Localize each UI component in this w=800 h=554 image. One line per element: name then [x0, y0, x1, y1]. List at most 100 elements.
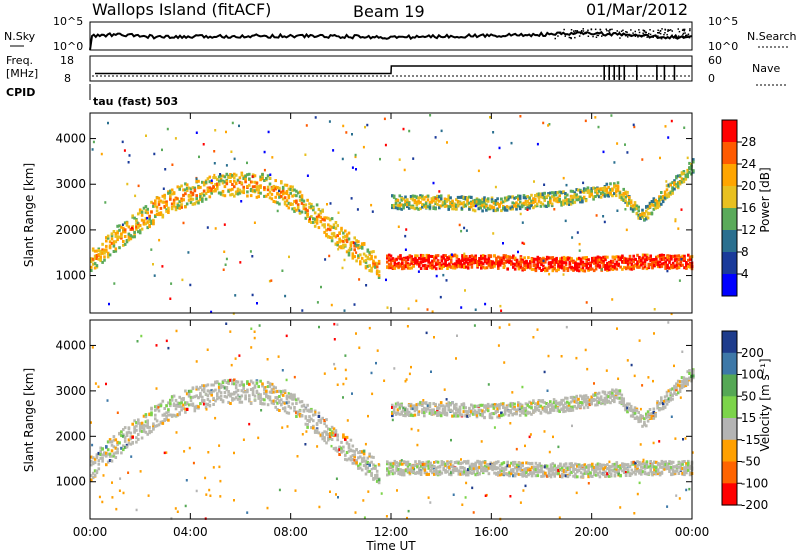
heatmap-cell	[406, 464, 410, 468]
heatmap-cell	[213, 173, 216, 177]
heatmap-cell	[201, 384, 204, 388]
heatmap-cell	[519, 469, 523, 473]
heatmap-cell	[234, 380, 238, 383]
heatmap-cell	[692, 169, 695, 173]
heatmap-cell	[418, 460, 421, 464]
nsearch-point	[676, 37, 678, 40]
heatmap-cell	[599, 192, 603, 195]
heatmap-cell	[602, 259, 605, 263]
heatmap-cell	[513, 262, 517, 266]
heatmap-cell	[122, 444, 125, 448]
heatmap-cell	[550, 202, 554, 206]
heatmap-cell	[178, 206, 181, 210]
heatmap-cell	[554, 193, 558, 197]
heatmap-cell	[386, 467, 389, 471]
heatmap-cell	[439, 414, 443, 418]
heatmap-cell	[375, 469, 379, 473]
heatmap-cell	[500, 209, 503, 213]
heatmap-cell	[498, 146, 501, 150]
heatmap-cell	[399, 468, 402, 472]
heatmap-cell	[503, 199, 507, 203]
heatmap-cell	[263, 391, 266, 395]
heatmap-cell	[566, 467, 570, 471]
heatmap-cell	[616, 181, 620, 185]
heatmap-cell	[667, 183, 671, 187]
heatmap-cell	[391, 259, 395, 262]
heatmap-cell	[259, 393, 262, 397]
heatmap-cell	[538, 464, 541, 468]
heatmap-cell	[185, 183, 189, 187]
heatmap-cell	[611, 187, 614, 191]
heatmap-cell	[217, 191, 221, 195]
heatmap-cell	[185, 189, 189, 192]
heatmap-cell	[114, 451, 118, 455]
heatmap-cell	[227, 382, 230, 385]
heatmap-cell	[474, 254, 477, 258]
heatmap-cell	[430, 411, 434, 414]
heatmap-cell	[217, 396, 221, 400]
heatmap-cell	[167, 413, 170, 417]
heatmap-cell	[513, 474, 517, 478]
heatmap-cell	[306, 425, 309, 429]
heatmap-cell	[626, 468, 630, 472]
heatmap-cell	[204, 192, 208, 195]
heatmap-cell	[315, 428, 319, 432]
heatmap-cell	[603, 220, 606, 224]
heatmap-cell	[308, 415, 311, 419]
heatmap-cell	[632, 259, 635, 263]
heatmap-cell	[219, 173, 222, 176]
heatmap-cell	[325, 424, 328, 428]
heatmap-cell	[429, 261, 432, 265]
heatmap-cell	[210, 393, 213, 397]
heatmap-cell	[654, 202, 657, 206]
heatmap-cell	[110, 232, 114, 236]
heatmap-cell	[444, 462, 447, 466]
heatmap-cell	[268, 190, 272, 194]
heatmap-cell	[308, 217, 311, 221]
nsearch-point	[632, 32, 634, 34]
heatmap-cell	[503, 206, 507, 210]
heatmap-cell	[387, 461, 391, 465]
heatmap-cell	[344, 238, 347, 242]
heatmap-cell	[517, 250, 519, 254]
heatmap-cell	[421, 404, 424, 407]
heatmap-cell	[295, 199, 298, 203]
heatmap-cell	[244, 180, 247, 184]
heatmap-cell	[530, 258, 534, 261]
heatmap-cell	[594, 256, 598, 260]
heatmap-cell	[308, 408, 311, 412]
heatmap-cell	[370, 269, 373, 273]
heatmap-cell	[637, 214, 640, 218]
heatmap-cell	[219, 398, 223, 401]
heatmap-cell	[581, 464, 585, 467]
heatmap-cell	[150, 430, 153, 434]
heatmap-cell	[494, 202, 498, 206]
heatmap-cell	[287, 395, 291, 399]
heatmap-cell	[442, 265, 445, 268]
heatmap-cell	[542, 121, 545, 125]
heatmap-cell	[313, 429, 317, 433]
heatmap-cell	[142, 423, 146, 427]
heatmap-cell	[598, 258, 602, 262]
heatmap-cell	[673, 465, 677, 469]
heatmap-cell	[356, 208, 359, 211]
heatmap-cell	[353, 458, 356, 462]
heatmap-cell	[687, 468, 690, 472]
heatmap-cell	[458, 411, 462, 415]
heatmap-cell	[680, 177, 684, 181]
heatmap-cell	[259, 186, 262, 189]
heatmap-cell	[465, 255, 468, 258]
heatmap-cell	[522, 196, 526, 200]
heatmap-cell	[433, 465, 436, 468]
heatmap-cell	[651, 463, 654, 467]
heatmap-cell	[178, 204, 181, 208]
heatmap-cell	[126, 182, 129, 186]
heatmap-cell	[681, 462, 684, 466]
heatmap-cell	[421, 260, 425, 263]
heatmap-cell	[649, 262, 652, 266]
heatmap-cell	[401, 462, 404, 466]
heatmap-cell	[417, 270, 420, 273]
heatmap-cell	[549, 201, 552, 205]
heatmap-cell	[95, 249, 99, 253]
heatmap-cell	[687, 263, 690, 267]
